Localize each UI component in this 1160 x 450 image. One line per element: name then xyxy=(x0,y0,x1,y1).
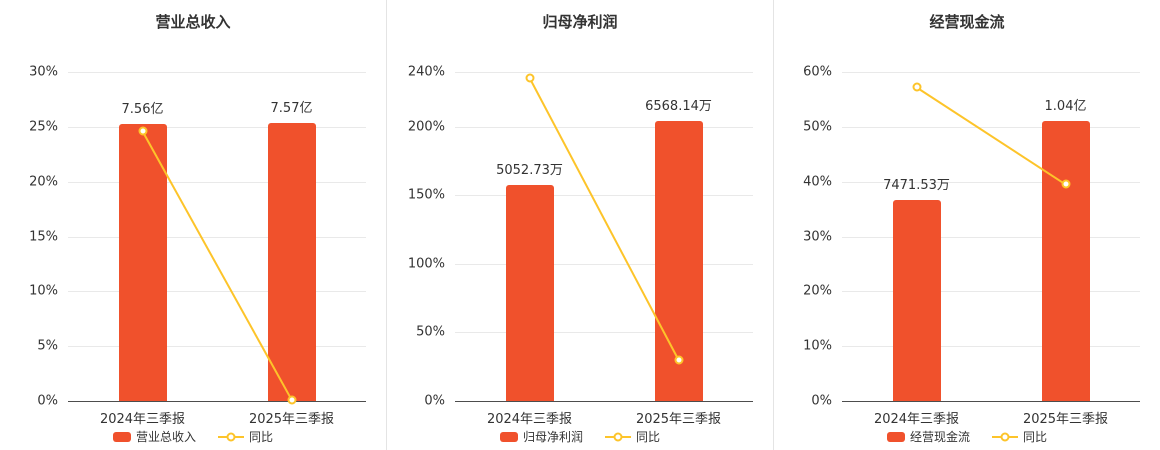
x-axis-label: 2024年三季报 xyxy=(486,412,573,427)
chart-panel: 归母净利润 0% 50% 100% 150% 200% 240% 5052.73万 6568.1… xyxy=(386,0,773,450)
bar-data-label: 7.56亿 xyxy=(121,101,164,117)
yoy-line-marker-icon xyxy=(138,126,147,136)
y-axis-tick-label: 20% xyxy=(29,174,58,190)
gridline xyxy=(68,346,366,348)
bar-legend-swatch-icon xyxy=(499,431,518,442)
gridline xyxy=(842,291,1140,293)
y-axis-tick-label: 0% xyxy=(37,393,58,409)
bar xyxy=(505,185,554,401)
x-axis-label: 2024年三季报 xyxy=(99,412,186,427)
gridline xyxy=(455,332,753,334)
bar xyxy=(118,123,167,401)
y-axis-tick-label: 25% xyxy=(29,119,58,135)
gridline xyxy=(842,72,1140,73)
gridline xyxy=(455,263,753,265)
y-axis-tick-label: 40% xyxy=(803,174,832,190)
chart-panel: 营业总收入 0% 5% 10% 15% 20% 25% 30% 7.56亿 7.57亿 2024年三… xyxy=(0,0,386,450)
y-axis-tick-label: 10% xyxy=(803,338,832,354)
chart-title: 归母净利润 xyxy=(542,13,618,31)
line-legend-marker-icon xyxy=(605,432,631,442)
bar xyxy=(892,200,941,401)
gridline xyxy=(455,126,753,128)
bar-data-label: 7471.53万 xyxy=(883,178,950,194)
y-axis-tick-label: 200% xyxy=(407,119,445,135)
legend-item-bar[interactable]: 营业总收入 xyxy=(112,428,196,445)
legend-item-line[interactable]: 同比 xyxy=(605,428,660,445)
y-axis-tick-label: 240% xyxy=(407,64,445,80)
bar-data-label: 1.04亿 xyxy=(1044,99,1087,115)
legend-item-line[interactable]: 同比 xyxy=(218,428,273,445)
chart-title: 营业总收入 xyxy=(155,13,231,31)
line-legend-circle xyxy=(226,432,236,441)
y-axis-tick-label: 150% xyxy=(407,187,445,203)
chart-panel: 经营现金流 0% 10% 20% 30% 40% 50% 60% 7471.53万 1.04亿 20… xyxy=(773,0,1160,450)
line-legend-marker-icon xyxy=(218,432,244,442)
gridline xyxy=(842,181,1140,183)
bar-data-label: 6568.14万 xyxy=(645,99,712,115)
yoy-line-marker-icon xyxy=(1061,179,1070,189)
y-axis-tick-label: 20% xyxy=(803,283,832,299)
x-axis-label: 2025年三季报 xyxy=(635,412,722,427)
x-axis-label: 2025年三季报 xyxy=(248,412,335,427)
gridline xyxy=(68,72,366,73)
y-axis-tick-label: 0% xyxy=(811,393,832,409)
legend: 经营现金流 同比 xyxy=(774,428,1160,445)
legend: 营业总收入 同比 xyxy=(0,428,386,445)
bar xyxy=(654,121,703,401)
yoy-line xyxy=(842,72,1140,401)
gridline xyxy=(455,195,753,197)
chart-title: 经营现金流 xyxy=(929,13,1005,31)
legend-label: 同比 xyxy=(636,430,661,444)
y-axis-tick-label: 50% xyxy=(416,324,445,340)
gridline xyxy=(68,181,366,183)
bar-data-label: 7.57亿 xyxy=(270,101,313,116)
y-axis-tick-label: 5% xyxy=(37,338,58,354)
gridline xyxy=(842,236,1140,238)
plot-area: 0% 10% 20% 30% 40% 50% 60% 7471.53万 1.04亿 2024年三季… xyxy=(803,65,1140,427)
x-axis-label: 2024年三季报 xyxy=(873,412,960,427)
plot-area: 0% 5% 10% 15% 20% 25% 30% 7.56亿 7.57亿 2024年三季报 202… xyxy=(29,65,366,427)
plot-area: 0% 50% 100% 150% 200% 240% 5052.73万 6568.14万 202… xyxy=(408,65,753,427)
bar-legend-swatch-icon xyxy=(112,431,131,442)
y-axis-tick-label: 30% xyxy=(29,64,58,80)
gridline xyxy=(455,72,753,73)
y-axis-tick-label: 30% xyxy=(803,229,832,244)
yoy-line xyxy=(455,72,753,401)
bar xyxy=(267,123,316,401)
y-axis-tick-label: 100% xyxy=(407,256,445,272)
y-axis-tick-label: 10% xyxy=(29,283,58,299)
legend-label: 营业总收入 xyxy=(135,430,196,444)
line-legend-marker-icon xyxy=(992,432,1018,442)
legend-label: 归母净利润 xyxy=(522,430,583,444)
gridline xyxy=(68,291,366,293)
bar xyxy=(1041,121,1090,401)
gridline xyxy=(68,126,366,128)
yoy-line-marker-icon xyxy=(525,73,534,83)
x-axis-label: 2025年三季报 xyxy=(1022,412,1109,427)
legend-item-bar[interactable]: 经营现金流 xyxy=(886,428,970,445)
legend-item-bar[interactable]: 归母净利润 xyxy=(499,428,583,445)
yoy-line-marker-icon xyxy=(912,82,921,92)
y-axis-tick-label: 15% xyxy=(29,229,58,244)
gridline xyxy=(68,236,366,238)
legend-item-line[interactable]: 同比 xyxy=(992,428,1047,445)
y-axis-tick-label: 60% xyxy=(803,64,832,80)
line-legend-circle xyxy=(1000,432,1010,441)
yoy-line-marker-icon xyxy=(287,395,296,405)
y-axis-tick-label: 0% xyxy=(424,393,445,409)
y-axis-tick-label: 50% xyxy=(803,119,832,135)
legend-label: 同比 xyxy=(249,430,274,444)
legend-label: 同比 xyxy=(1023,430,1048,444)
gridline xyxy=(842,346,1140,348)
yoy-line xyxy=(68,72,366,401)
legend: 归母净利润 同比 xyxy=(387,428,773,445)
legend-label: 经营现金流 xyxy=(909,430,970,444)
bar-legend-swatch-icon xyxy=(886,431,905,442)
line-legend-circle xyxy=(613,432,623,441)
yoy-line-marker-icon xyxy=(674,355,683,365)
gridline xyxy=(842,126,1140,128)
bar-data-label: 5052.73万 xyxy=(496,163,563,179)
